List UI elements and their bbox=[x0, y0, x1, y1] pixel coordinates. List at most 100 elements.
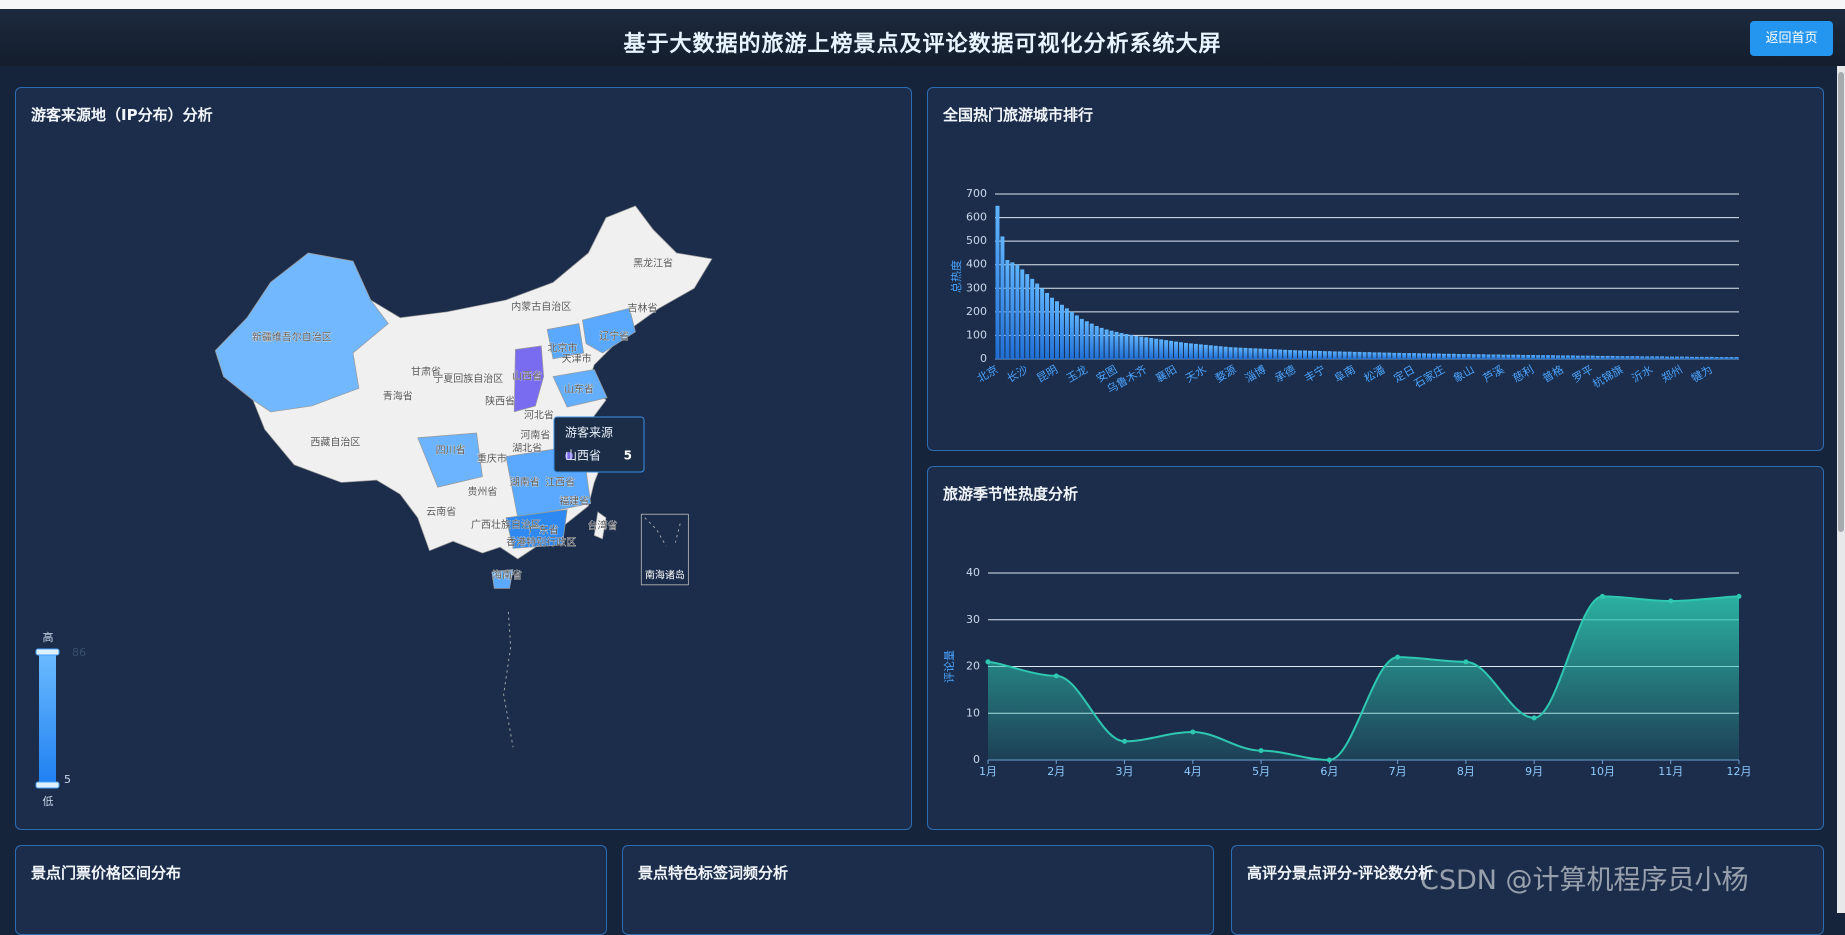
y-tick-label: 0 bbox=[980, 352, 987, 365]
bar bbox=[1471, 354, 1476, 359]
bar bbox=[1040, 288, 1045, 359]
province-label: 内蒙古自治区 bbox=[511, 300, 571, 313]
point bbox=[1326, 757, 1332, 763]
point bbox=[1736, 593, 1742, 599]
province-label: 广西壮族自治区 bbox=[471, 518, 541, 531]
province-label: 西藏自治区 bbox=[310, 435, 360, 448]
home-button[interactable]: 返回首页 bbox=[1750, 21, 1833, 56]
bar-panel: 全国热门旅游城市排行 bbox=[927, 87, 1824, 451]
bar bbox=[1427, 353, 1431, 359]
province-guangdong bbox=[505, 509, 568, 549]
province-label: 青海省 bbox=[383, 390, 413, 403]
bar bbox=[1570, 355, 1575, 359]
y-tick-label: 500 bbox=[966, 234, 987, 247]
bar bbox=[1620, 356, 1625, 359]
bar bbox=[1164, 340, 1169, 359]
bar bbox=[1392, 352, 1397, 359]
province-hainan bbox=[491, 569, 514, 589]
province-label: 新疆维吾尔自治区 bbox=[252, 331, 332, 344]
bar bbox=[1456, 354, 1461, 359]
bar bbox=[1298, 350, 1303, 359]
bar bbox=[1347, 351, 1352, 359]
bar bbox=[1050, 297, 1055, 359]
province-beijing bbox=[546, 323, 585, 360]
bar bbox=[1025, 274, 1030, 359]
x-tick-label: 11月 bbox=[1658, 765, 1683, 778]
bar bbox=[1213, 345, 1218, 359]
x-tick-label: 普格 bbox=[1540, 362, 1566, 385]
bar bbox=[1531, 354, 1536, 359]
charts: 黑龙江省吉林省内蒙古自治区辽宁省北京市天津市河北省山西省山东省新疆维吾尔自治区青… bbox=[35, 187, 1752, 808]
bar bbox=[1035, 283, 1040, 359]
x-tick-label: 淄博 bbox=[1243, 363, 1269, 385]
bar bbox=[1516, 354, 1521, 359]
bar bbox=[1059, 304, 1064, 359]
bar bbox=[1724, 357, 1729, 359]
bar bbox=[1635, 356, 1640, 359]
visual-map-handle[interactable] bbox=[35, 781, 60, 789]
bar bbox=[1174, 341, 1179, 359]
bar bbox=[1506, 354, 1511, 359]
bar bbox=[1357, 351, 1362, 359]
bar bbox=[1005, 260, 1010, 359]
bar bbox=[1551, 355, 1555, 359]
bar bbox=[1273, 349, 1278, 359]
x-tick-label: 9月 bbox=[1525, 765, 1543, 778]
bar bbox=[1417, 353, 1422, 359]
province-label: 天津市 bbox=[562, 352, 592, 365]
bar bbox=[1124, 334, 1129, 359]
visual-map-handle[interactable] bbox=[35, 648, 60, 656]
bar bbox=[1729, 357, 1734, 359]
bar bbox=[1193, 343, 1198, 359]
bar bbox=[1233, 347, 1238, 359]
x-tick-label: 郑州 bbox=[1659, 362, 1685, 385]
province-label: 山西省 bbox=[512, 370, 542, 383]
x-tick-label: 襄阳 bbox=[1153, 362, 1179, 385]
bar bbox=[1699, 356, 1704, 359]
bar bbox=[1486, 354, 1491, 359]
x-tick-label: 北京 bbox=[974, 362, 1000, 385]
bar bbox=[1526, 354, 1531, 359]
panel-title: 高评分景点评分-评论数分析 bbox=[1247, 864, 1434, 882]
bar bbox=[1412, 353, 1417, 359]
bar bbox=[1064, 308, 1069, 359]
x-tick-label: 玉龙 bbox=[1064, 363, 1090, 385]
bar bbox=[1650, 356, 1655, 359]
x-tick-label: 杭锦旗 bbox=[1590, 362, 1626, 391]
province-label: 河北省 bbox=[524, 408, 554, 421]
x-tick-label: 沂水 bbox=[1630, 363, 1656, 385]
bar bbox=[1377, 352, 1382, 359]
bar bbox=[1179, 342, 1183, 359]
province-label: 福建省 bbox=[559, 494, 589, 507]
panel-title: 景点特色标签词频分析 bbox=[638, 864, 789, 882]
bar bbox=[1575, 355, 1580, 359]
y-tick-label: 100 bbox=[966, 328, 987, 341]
bar bbox=[1342, 351, 1347, 359]
province-shandong bbox=[552, 369, 608, 408]
bar bbox=[1253, 348, 1258, 359]
bar bbox=[1144, 337, 1149, 359]
bar bbox=[1094, 326, 1099, 359]
bar bbox=[1238, 347, 1243, 359]
point bbox=[1531, 715, 1537, 721]
y-tick-label: 10 bbox=[966, 706, 980, 719]
x-tick-label: 象山 bbox=[1451, 363, 1477, 385]
bar bbox=[1402, 353, 1407, 359]
bar bbox=[1615, 356, 1620, 359]
browser-strip bbox=[0, 0, 1845, 9]
province-sichuan bbox=[417, 432, 483, 488]
province-label: 香港特别行政区 bbox=[506, 535, 576, 548]
x-tick-label: 松潘 bbox=[1361, 362, 1387, 385]
tooltip-title: 游客来源 bbox=[565, 425, 613, 440]
x-tick-label: 昆明 bbox=[1034, 363, 1060, 385]
bar bbox=[1665, 356, 1670, 359]
y-tick-label: 700 bbox=[966, 187, 987, 200]
bar bbox=[1243, 347, 1248, 359]
y-tick-label: 40 bbox=[966, 566, 980, 579]
bar bbox=[1640, 356, 1645, 359]
x-tick-label: 天水 bbox=[1183, 363, 1209, 385]
bar bbox=[1317, 350, 1322, 359]
scrollbar-thumb[interactable] bbox=[1838, 72, 1844, 532]
y-axis-label: 评论量 bbox=[942, 650, 956, 683]
bar bbox=[1555, 355, 1560, 359]
